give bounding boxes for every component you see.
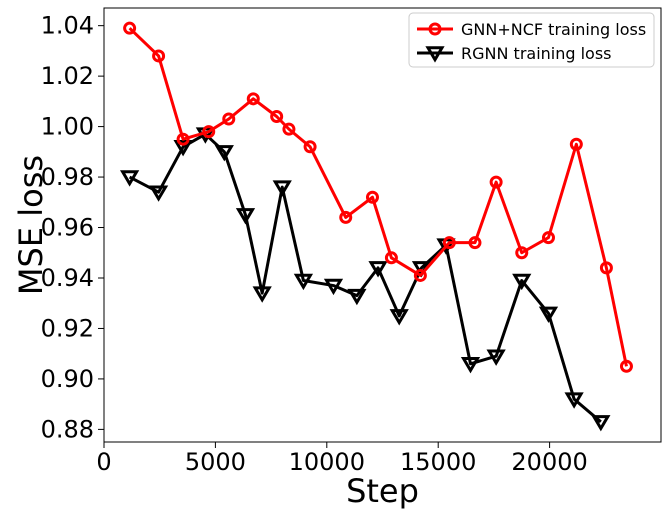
x-axis: 0 5000 10000 15000 20000 xyxy=(96,442,588,476)
x-tick-label: 20000 xyxy=(511,448,587,476)
data-point-circle xyxy=(282,122,296,136)
data-point-circle xyxy=(303,140,317,154)
data-point-triangle xyxy=(368,261,388,278)
data-point-circle xyxy=(489,175,503,189)
data-point-circle xyxy=(202,125,216,139)
data-point-circle xyxy=(222,112,236,126)
y-tick-label: 0.88 xyxy=(41,415,94,443)
y-tick-label: 0.96 xyxy=(41,214,94,242)
legend-label: RGNN training loss xyxy=(461,44,612,63)
y-tick-label: 0.90 xyxy=(41,365,94,393)
x-tick-label: 15000 xyxy=(400,448,476,476)
data-point-triangle xyxy=(323,278,344,296)
data-point-circle xyxy=(599,261,613,275)
data-point-triangle xyxy=(512,273,532,291)
legend-label: GNN+NCF training loss xyxy=(461,20,646,39)
x-tick-label: 0 xyxy=(96,448,111,476)
y-tick-label: 1.00 xyxy=(41,113,94,141)
y-tick-label: 0.94 xyxy=(41,264,94,292)
y-tick-label: 0.98 xyxy=(41,163,94,191)
data-point-triangle xyxy=(425,46,445,63)
data-point-circle xyxy=(123,21,137,35)
legend: GNN+NCF training loss RGNN training loss xyxy=(408,12,655,68)
legend-item: GNN+NCF training loss xyxy=(417,20,646,39)
series-line xyxy=(128,132,602,423)
data-point-triangle xyxy=(252,286,272,303)
data-point-triangle xyxy=(460,357,481,374)
y-tick-label: 1.04 xyxy=(41,12,94,40)
data-point-circle xyxy=(413,268,427,282)
data-point-circle xyxy=(619,359,633,373)
x-tick-label: 10000 xyxy=(289,448,365,476)
data-point-triangle xyxy=(538,306,559,323)
data-point-triangle xyxy=(591,415,611,432)
data-point-circle xyxy=(442,236,456,250)
plot-frame xyxy=(103,7,662,443)
series-rgnn xyxy=(119,127,611,432)
data-point-circle xyxy=(384,251,398,265)
x-axis-label: Step xyxy=(346,472,419,510)
y-tick-label: 0.92 xyxy=(41,314,94,342)
data-point-circle xyxy=(515,246,529,260)
y-axis: 0.88 0.90 0.92 0.94 0.96 0.98 1.00 1.02 1.04 xyxy=(41,12,104,443)
data-point-triangle xyxy=(272,180,292,197)
data-point-circle xyxy=(468,236,482,250)
data-point-triangle xyxy=(486,349,506,366)
data-point-circle xyxy=(152,49,166,63)
data-point-circle xyxy=(569,137,583,151)
data-point-triangle xyxy=(214,145,234,162)
data-point-triangle xyxy=(148,185,169,202)
data-point-circle xyxy=(541,231,555,245)
x-tick-label: 5000 xyxy=(185,448,246,476)
data-point-circle xyxy=(365,190,379,204)
series-line xyxy=(128,27,628,367)
series-layer xyxy=(119,21,633,432)
y-tick-label: 1.02 xyxy=(41,62,94,90)
data-point-circle xyxy=(428,22,442,36)
data-point-circle xyxy=(246,92,260,106)
data-point-triangle xyxy=(347,288,367,306)
data-point-triangle xyxy=(235,208,256,225)
legend-box xyxy=(408,12,655,68)
data-point-triangle xyxy=(564,392,584,409)
data-point-triangle xyxy=(389,309,409,326)
data-point-circle xyxy=(339,210,353,224)
data-point-circle xyxy=(176,132,190,146)
data-point-triangle xyxy=(293,273,314,291)
data-point-triangle xyxy=(119,170,140,187)
series-gnn-ncf xyxy=(123,21,633,373)
legend-item: RGNN training loss xyxy=(417,44,612,63)
data-point-triangle xyxy=(173,140,193,157)
y-axis-label: MSE loss xyxy=(12,155,50,295)
data-point-circle xyxy=(270,110,284,123)
